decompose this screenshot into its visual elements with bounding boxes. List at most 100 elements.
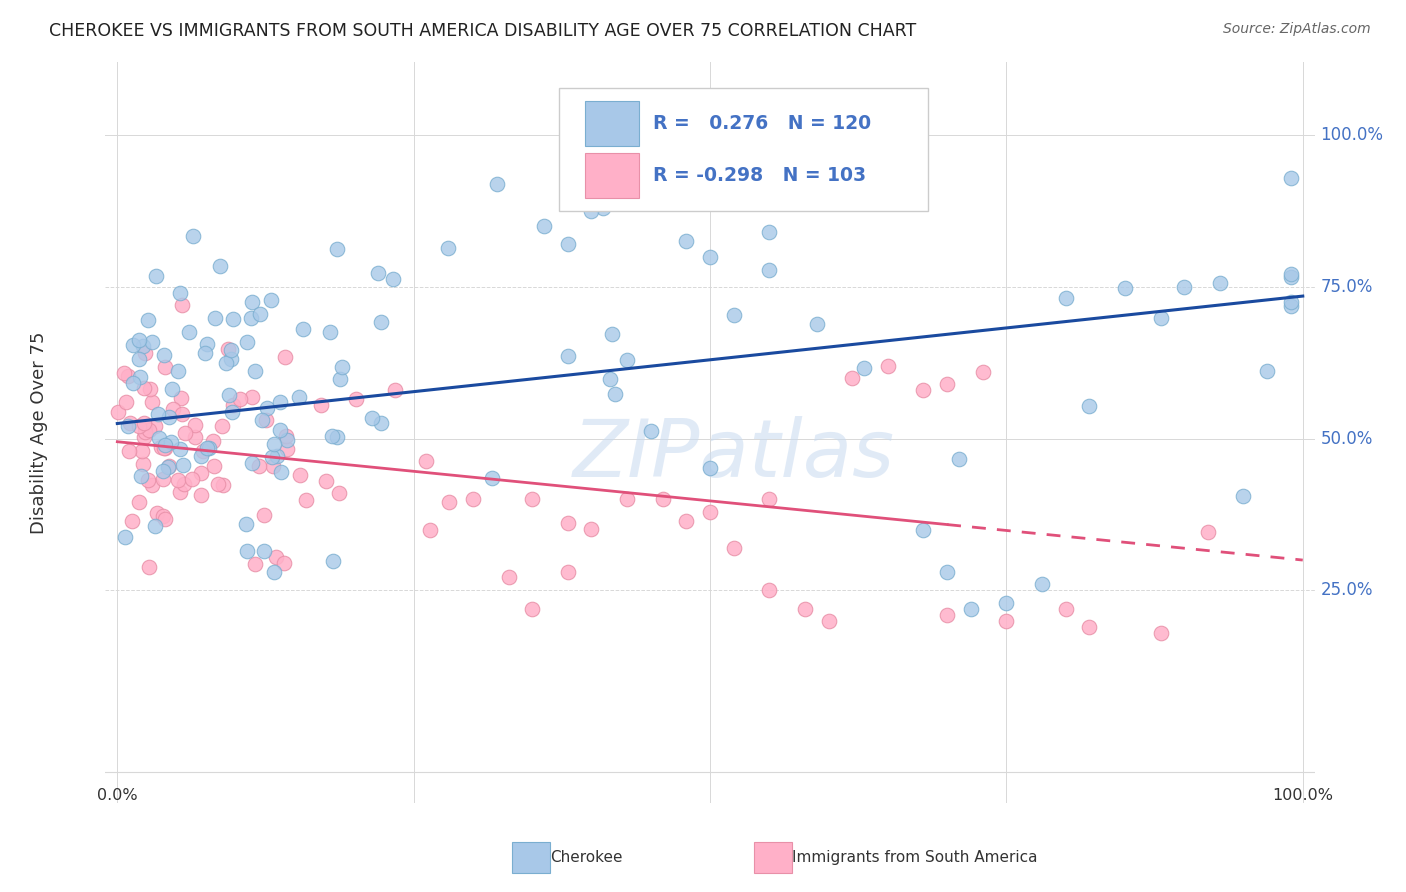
Point (118, 417, 141, 431)
Point (134, 425, 156, 439)
Point (699, 460, 721, 475)
Point (616, 352, 638, 367)
Point (806, 317, 828, 331)
Point (240, 294, 263, 309)
Point (118, 444, 141, 458)
Point (260, 293, 283, 307)
Point (266, 449, 288, 463)
Point (152, 509, 174, 524)
Point (204, 310, 226, 325)
Point (141, 395, 163, 409)
Point (170, 391, 193, 405)
Point (212, 478, 235, 492)
Point (215, 356, 238, 370)
Point (1279, 269, 1302, 284)
Point (266, 549, 288, 564)
Point (134, 346, 156, 360)
Point (128, 352, 150, 367)
Point (190, 488, 212, 502)
Point (522, 601, 544, 615)
Point (1054, 601, 1077, 615)
Point (169, 485, 191, 500)
Point (1054, 291, 1077, 305)
Point (128, 333, 150, 347)
Point (152, 464, 174, 478)
Point (117, 419, 139, 434)
Point (170, 407, 193, 421)
Point (360, 410, 382, 425)
Text: R =   0.276   N = 120: R = 0.276 N = 120 (654, 114, 872, 133)
Point (157, 458, 180, 473)
Point (181, 472, 204, 486)
Point (217, 342, 239, 356)
Text: 100.0%: 100.0% (1320, 127, 1384, 145)
Point (367, 266, 389, 280)
Point (169, 285, 191, 300)
Point (181, 228, 204, 243)
Point (291, 322, 314, 336)
Point (162, 401, 184, 416)
Point (191, 444, 214, 458)
Point (1279, 294, 1302, 309)
Point (173, 477, 195, 491)
Point (1114, 281, 1136, 295)
Point (436, 241, 458, 255)
Point (723, 541, 745, 555)
Point (114, 530, 136, 544)
Point (156, 460, 179, 475)
Point (344, 392, 367, 406)
Point (1256, 364, 1278, 378)
Point (201, 434, 224, 448)
Point (195, 441, 218, 455)
Point (132, 416, 155, 430)
Point (273, 556, 295, 570)
Point (128, 370, 150, 384)
Point (381, 272, 404, 286)
Point (321, 428, 343, 442)
Point (557, 516, 579, 530)
Point (174, 426, 197, 441)
Point (841, 371, 863, 385)
Point (149, 440, 172, 454)
Point (758, 262, 780, 277)
Point (936, 607, 959, 622)
Point (793, 601, 815, 615)
Point (134, 381, 156, 395)
Point (190, 449, 212, 463)
Point (152, 441, 174, 455)
Point (263, 565, 285, 579)
FancyBboxPatch shape (512, 842, 550, 873)
Point (498, 570, 520, 584)
Point (145, 268, 167, 283)
Point (263, 437, 285, 451)
Point (121, 338, 143, 352)
Point (384, 383, 406, 397)
Point (675, 234, 697, 248)
Point (121, 376, 143, 390)
Point (184, 417, 207, 432)
Point (143, 519, 166, 533)
Point (972, 365, 994, 379)
Point (329, 372, 352, 386)
Point (270, 466, 292, 480)
Point (198, 442, 221, 456)
Point (616, 492, 638, 507)
Text: CHEROKEE VS IMMIGRANTS FROM SOUTH AMERICA DISABILITY AGE OVER 75 CORRELATION CHA: CHEROKEE VS IMMIGRANTS FROM SOUTH AMERIC… (49, 22, 917, 40)
Point (995, 614, 1018, 628)
Point (485, 177, 508, 191)
Point (1279, 267, 1302, 281)
Point (172, 297, 194, 311)
Text: 25.0%: 25.0% (1320, 582, 1374, 599)
Point (132, 457, 155, 471)
Point (1078, 399, 1101, 413)
Point (172, 458, 194, 472)
Point (136, 474, 159, 488)
Point (557, 237, 579, 252)
Point (699, 250, 721, 264)
Point (139, 382, 162, 396)
Point (640, 425, 662, 439)
Point (195, 337, 218, 351)
Point (256, 401, 278, 415)
Point (557, 349, 579, 363)
Point (936, 377, 959, 392)
